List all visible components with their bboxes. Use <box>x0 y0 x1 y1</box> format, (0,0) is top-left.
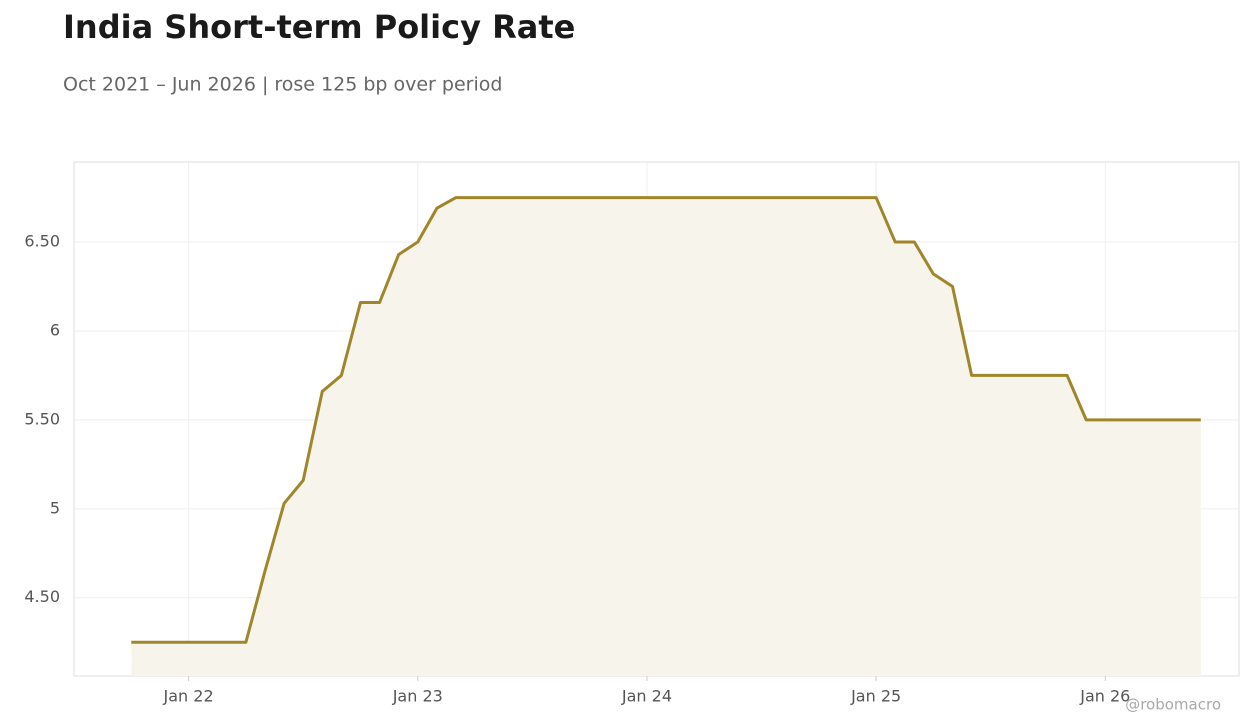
y-tick-label: 5.50 <box>24 409 60 428</box>
y-tick-label: 6.50 <box>24 232 60 251</box>
area <box>131 197 1201 677</box>
y-tick-label: 5 <box>50 498 60 517</box>
x-tick-label: Jan 22 <box>163 687 214 706</box>
y-tick-label: 6 <box>50 320 60 339</box>
line <box>131 196 1201 644</box>
x-tick-label: Jan 26 <box>1079 687 1130 706</box>
y-tick-label: 4.50 <box>24 587 60 606</box>
chart-subtitle: Oct 2021 – Jun 2026 | rose 125 bp over p… <box>63 74 502 96</box>
x-tick-label: Jan 23 <box>392 687 443 706</box>
watermark: @robomacro <box>1125 696 1221 714</box>
x-tick-label: Jan 25 <box>850 687 901 706</box>
x-tick-label: Jan 24 <box>621 687 672 706</box>
chart-title: India Short-term Policy Rate <box>63 8 575 46</box>
